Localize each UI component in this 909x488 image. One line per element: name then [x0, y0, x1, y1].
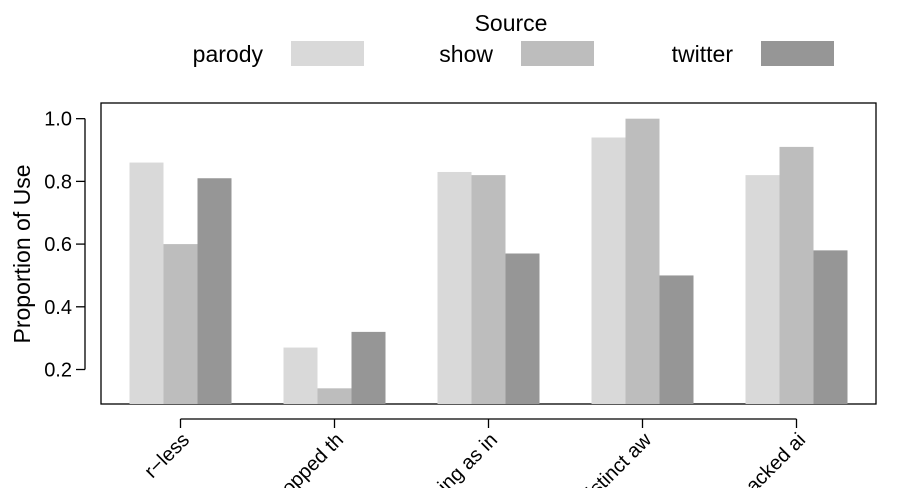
y-tick-label: 1.0: [44, 109, 72, 131]
x-tick-label: ing as in: [434, 429, 502, 488]
bar-twitter-0: [197, 178, 232, 404]
bar-twitter-3: [659, 275, 694, 404]
bar-show-3: [625, 118, 660, 404]
x-tick-label: stopped th: [266, 429, 348, 488]
bar-parody-0: [129, 162, 164, 404]
bar-twitter-1: [351, 331, 386, 404]
bar-twitter-2: [505, 253, 540, 404]
legend-swatch-parody: [291, 41, 364, 66]
y-tick-label: 0.8: [44, 171, 72, 193]
bar-parody-3: [591, 137, 626, 405]
legend-swatch-show: [521, 41, 594, 66]
bar-show-1: [317, 388, 352, 404]
legend-label-show: show: [439, 41, 493, 67]
y-axis-label: Proportion of Use: [9, 165, 35, 344]
x-axis: r−less stopped th ing as in distinct aw back…: [140, 418, 810, 488]
legend-swatch-twitter: [761, 41, 834, 66]
legend-label-parody: parody: [193, 41, 264, 67]
bar-parody-4: [745, 175, 780, 404]
bar-show-0: [163, 244, 198, 404]
legend-title: Source: [475, 10, 548, 36]
x-tick-label: distinct aw: [574, 429, 656, 488]
bars: [129, 118, 848, 405]
y-tick-label: 0.6: [44, 234, 72, 256]
bar-show-4: [779, 146, 814, 405]
y-tick-label: 0.4: [44, 297, 72, 319]
legend-label-twitter: twitter: [672, 41, 734, 67]
x-tick-label: backed ai: [734, 429, 810, 488]
bar-twitter-4: [813, 250, 848, 404]
bar-parody-1: [283, 347, 318, 404]
y-axis: 0.2 0.4 0.6 0.8 1.0: [44, 109, 86, 382]
x-tick-label: r−less: [140, 429, 194, 483]
y-tick-label: 0.2: [44, 360, 72, 382]
bar-show-2: [471, 175, 506, 404]
bar-parody-2: [437, 171, 472, 404]
legend: Source parody show twitter: [193, 10, 834, 67]
